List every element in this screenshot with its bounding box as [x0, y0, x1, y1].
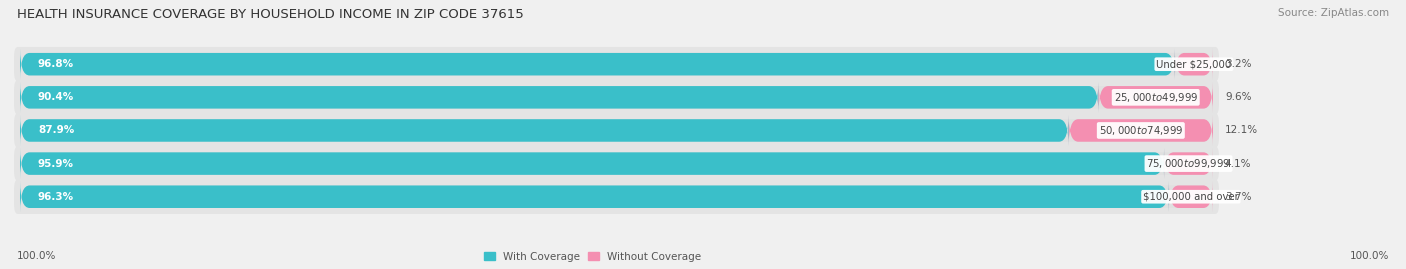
Text: $75,000 to $99,999: $75,000 to $99,999	[1146, 157, 1230, 170]
Text: 90.4%: 90.4%	[38, 92, 75, 102]
FancyBboxPatch shape	[20, 82, 1098, 112]
FancyBboxPatch shape	[1175, 49, 1213, 79]
Text: 100.0%: 100.0%	[1350, 251, 1389, 261]
FancyBboxPatch shape	[14, 146, 1219, 181]
Legend: With Coverage, Without Coverage: With Coverage, Without Coverage	[479, 247, 706, 266]
FancyBboxPatch shape	[1098, 82, 1213, 112]
Text: 100.0%: 100.0%	[17, 251, 56, 261]
Text: 3.2%: 3.2%	[1225, 59, 1251, 69]
FancyBboxPatch shape	[1069, 115, 1213, 146]
Text: HEALTH INSURANCE COVERAGE BY HOUSEHOLD INCOME IN ZIP CODE 37615: HEALTH INSURANCE COVERAGE BY HOUSEHOLD I…	[17, 8, 523, 21]
Text: 4.1%: 4.1%	[1225, 159, 1251, 169]
Text: $100,000 and over: $100,000 and over	[1143, 192, 1239, 202]
Text: 96.8%: 96.8%	[38, 59, 75, 69]
FancyBboxPatch shape	[20, 182, 1168, 212]
Text: 12.1%: 12.1%	[1225, 125, 1258, 136]
FancyBboxPatch shape	[14, 80, 1219, 115]
FancyBboxPatch shape	[14, 113, 1219, 148]
FancyBboxPatch shape	[20, 148, 1164, 179]
Text: $50,000 to $74,999: $50,000 to $74,999	[1098, 124, 1182, 137]
Text: 3.7%: 3.7%	[1225, 192, 1251, 202]
Text: 96.3%: 96.3%	[38, 192, 75, 202]
FancyBboxPatch shape	[20, 49, 1213, 79]
Text: $25,000 to $49,999: $25,000 to $49,999	[1114, 91, 1198, 104]
Text: Source: ZipAtlas.com: Source: ZipAtlas.com	[1278, 8, 1389, 18]
FancyBboxPatch shape	[20, 115, 1213, 146]
FancyBboxPatch shape	[20, 115, 1069, 146]
FancyBboxPatch shape	[1164, 148, 1213, 179]
FancyBboxPatch shape	[14, 47, 1219, 82]
Text: 87.9%: 87.9%	[38, 125, 75, 136]
Text: Under $25,000: Under $25,000	[1156, 59, 1232, 69]
FancyBboxPatch shape	[14, 179, 1219, 214]
FancyBboxPatch shape	[20, 82, 1213, 112]
FancyBboxPatch shape	[20, 148, 1213, 179]
FancyBboxPatch shape	[1168, 182, 1213, 212]
Text: 9.6%: 9.6%	[1225, 92, 1251, 102]
FancyBboxPatch shape	[20, 49, 1175, 79]
Text: 95.9%: 95.9%	[38, 159, 75, 169]
FancyBboxPatch shape	[20, 182, 1213, 212]
